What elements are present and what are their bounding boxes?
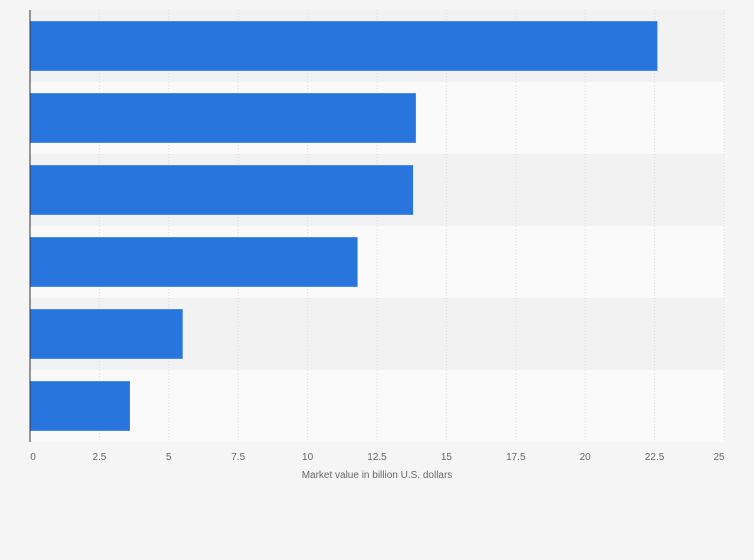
x-tick-label: 22.5 xyxy=(645,452,665,463)
x-tick-label: 5 xyxy=(166,452,172,463)
bars xyxy=(30,21,658,431)
bar xyxy=(30,93,416,143)
x-tick-label: 15 xyxy=(441,452,453,463)
gridlines xyxy=(98,10,725,442)
x-tick-label: 0 xyxy=(30,452,36,463)
x-tick-label: 10 xyxy=(302,452,314,463)
x-axis-title: Market value in billion U.S. dollars xyxy=(302,470,453,481)
bar xyxy=(30,21,658,71)
x-tick-label: 2.5 xyxy=(92,452,106,463)
x-tick-label: 20 xyxy=(580,452,592,463)
bar xyxy=(30,309,183,359)
bar xyxy=(30,165,414,215)
x-tick-label: 7.5 xyxy=(231,452,245,463)
x-tick-label: 25 xyxy=(713,452,725,463)
x-tick-label: 17.5 xyxy=(506,452,526,463)
x-tick-labels: 0 2.5 5 7.5 10 12.5 15 17.5 20 22.5 25 xyxy=(30,452,725,463)
bar xyxy=(30,237,358,287)
x-tick-label: 12.5 xyxy=(367,452,387,463)
bar xyxy=(30,381,130,431)
